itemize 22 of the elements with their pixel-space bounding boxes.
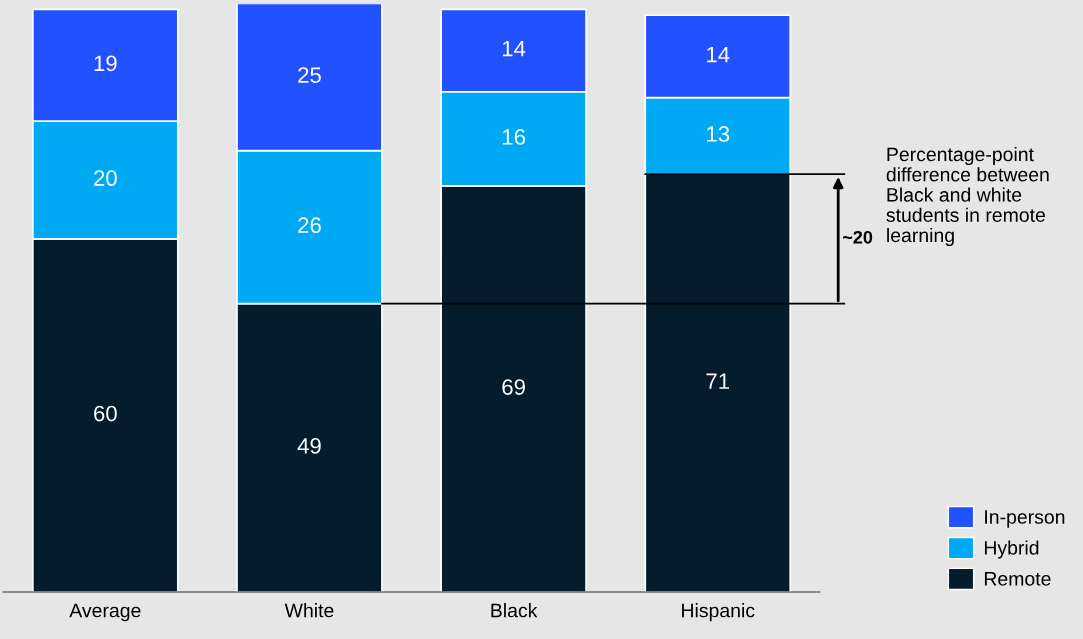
data-label: 26	[298, 217, 321, 234]
data-label: 49	[297, 438, 321, 454]
legend-label: Hybrid	[984, 540, 1039, 559]
bar	[644, 173, 792, 592]
text: ~20	[843, 230, 873, 244]
data-label: 60	[94, 405, 117, 422]
x-tick-label: Hispanic	[682, 603, 755, 622]
data-label: 13	[707, 126, 730, 142]
legend-label: Remote	[984, 572, 1051, 586]
data-label: 25	[298, 67, 321, 83]
legend-label: In-person	[985, 510, 1065, 528]
data-label: 20	[94, 170, 117, 186]
text: Percentage-point difference between Black and white students in remote learning	[886, 146, 1049, 247]
x-tick-label: White	[284, 603, 334, 618]
data-label: 69	[502, 379, 525, 395]
data-label: 16	[502, 129, 525, 145]
data-label: 71	[706, 373, 730, 389]
data-label: 14	[707, 46, 730, 63]
data-label: 19	[94, 55, 117, 72]
x-tick-label: Black	[491, 603, 538, 618]
data-label: 14	[502, 40, 526, 57]
x-tick-label: Average	[69, 603, 141, 622]
